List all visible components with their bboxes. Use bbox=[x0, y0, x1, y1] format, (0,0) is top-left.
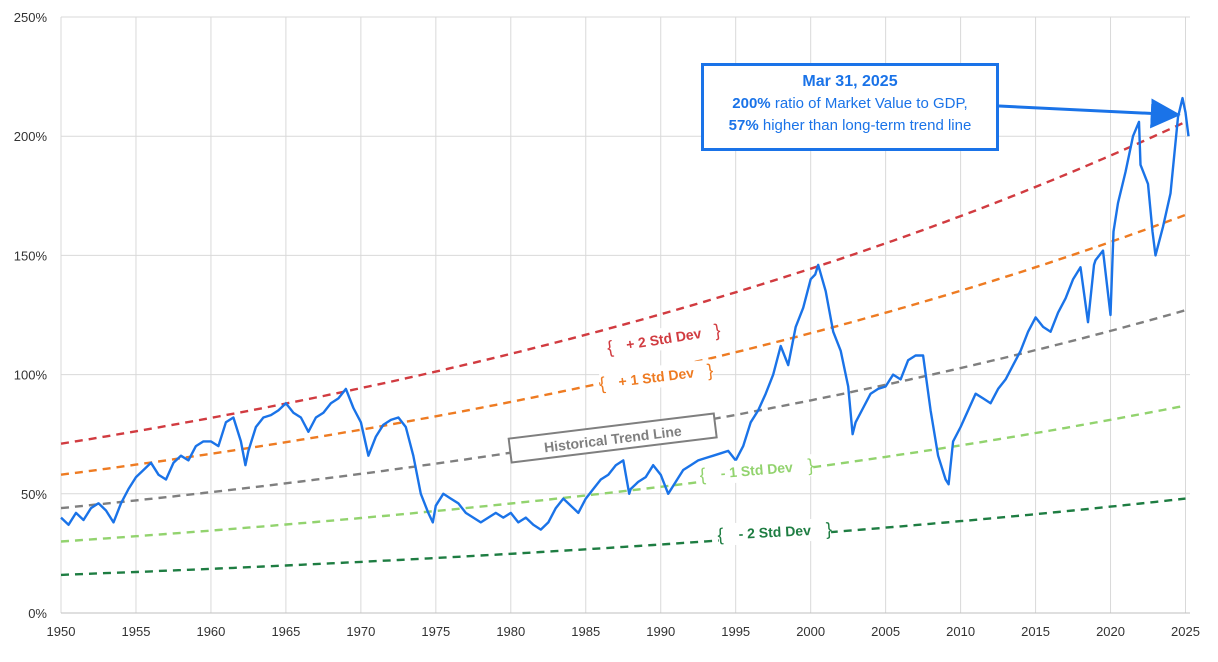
x-tick-label: 1950 bbox=[47, 624, 76, 639]
x-tick-label: 2020 bbox=[1096, 624, 1125, 639]
x-tick-label: 1980 bbox=[496, 624, 525, 639]
annotation-line-1-bold: 200% bbox=[732, 95, 771, 112]
y-tick-label: 0% bbox=[28, 606, 47, 621]
x-tick-label: 2005 bbox=[871, 624, 900, 639]
band-label-brace-right: } bbox=[713, 320, 722, 341]
band-label-brace-left: { bbox=[699, 465, 707, 485]
annotation-line-1-rest: ratio of Market Value to GDP, bbox=[770, 95, 968, 112]
y-tick-label: 200% bbox=[14, 129, 48, 144]
y-tick-label: 50% bbox=[21, 487, 47, 502]
x-tick-label: 2025 bbox=[1171, 624, 1200, 639]
x-tick-label: 1970 bbox=[346, 624, 375, 639]
band-label-mask bbox=[717, 517, 832, 546]
band-label-brace-right: } bbox=[807, 455, 815, 475]
band-label-brace-right: } bbox=[706, 360, 714, 381]
x-tick-label: 1965 bbox=[271, 624, 300, 639]
trend-line bbox=[60, 404, 1186, 543]
grid bbox=[60, 16, 1190, 614]
band-label-brace-left: { bbox=[606, 337, 615, 358]
x-tick-label: 1955 bbox=[122, 624, 151, 639]
x-tick-label: 1975 bbox=[421, 624, 450, 639]
axes: 0% 50% 100% 150% 200% 250% 1950 1955 1960 1965 197… bbox=[14, 10, 1200, 639]
band-label-text: - 1 Std Dev bbox=[720, 459, 794, 481]
y-tick-label: 250% bbox=[14, 10, 48, 25]
band-label-brace-left: { bbox=[598, 373, 606, 394]
band-label-group: {} - 2 Std Dev bbox=[717, 517, 832, 546]
y-tick-label: 150% bbox=[14, 248, 48, 263]
band-label-box bbox=[507, 412, 718, 464]
x-tick-label: 1960 bbox=[196, 624, 225, 639]
callout-arrow bbox=[998, 98, 1181, 129]
band-label-brace-right: } bbox=[825, 519, 832, 539]
annotation-line-2-bold: 57% bbox=[728, 117, 759, 134]
band-label-brace-left: { bbox=[717, 525, 724, 545]
annotation-callout: Mar 31, 2025 200% ratio of Market Value … bbox=[701, 63, 999, 151]
band-label-group: {} - 1 Std Dev bbox=[699, 454, 815, 486]
band-label-group: {}+ 1 Std Dev bbox=[598, 359, 714, 395]
x-tick-label: 1990 bbox=[646, 624, 675, 639]
annotation-line-2-rest: higher than long-term trend line bbox=[758, 117, 972, 134]
annotation-line-2: 57% higher than long-term trend line bbox=[704, 115, 996, 137]
band-label-mask bbox=[699, 454, 814, 486]
band-label-text: - 2 Std Dev bbox=[738, 522, 811, 542]
band-label-mask bbox=[606, 319, 722, 359]
market-value-to-gdp-line bbox=[60, 96, 1190, 531]
band-label-mask bbox=[598, 359, 714, 395]
annotation-date: Mar 31, 2025 bbox=[802, 73, 898, 90]
x-tick-label: 1985 bbox=[571, 624, 600, 639]
annotation-line-1: 200% ratio of Market Value to GDP, bbox=[704, 93, 996, 115]
x-tick-label: 1995 bbox=[721, 624, 750, 639]
callout-arrow-line bbox=[998, 98, 1181, 129]
x-tick-label: 2015 bbox=[1021, 624, 1050, 639]
y-tick-label: 100% bbox=[14, 368, 48, 383]
x-tick-label: 2010 bbox=[946, 624, 975, 639]
trend-line bbox=[60, 497, 1186, 577]
x-tick-label: 2000 bbox=[796, 624, 825, 639]
trend-line bbox=[60, 120, 1187, 445]
band-label-group: Historical Trend Line bbox=[507, 412, 718, 464]
series bbox=[60, 96, 1190, 531]
